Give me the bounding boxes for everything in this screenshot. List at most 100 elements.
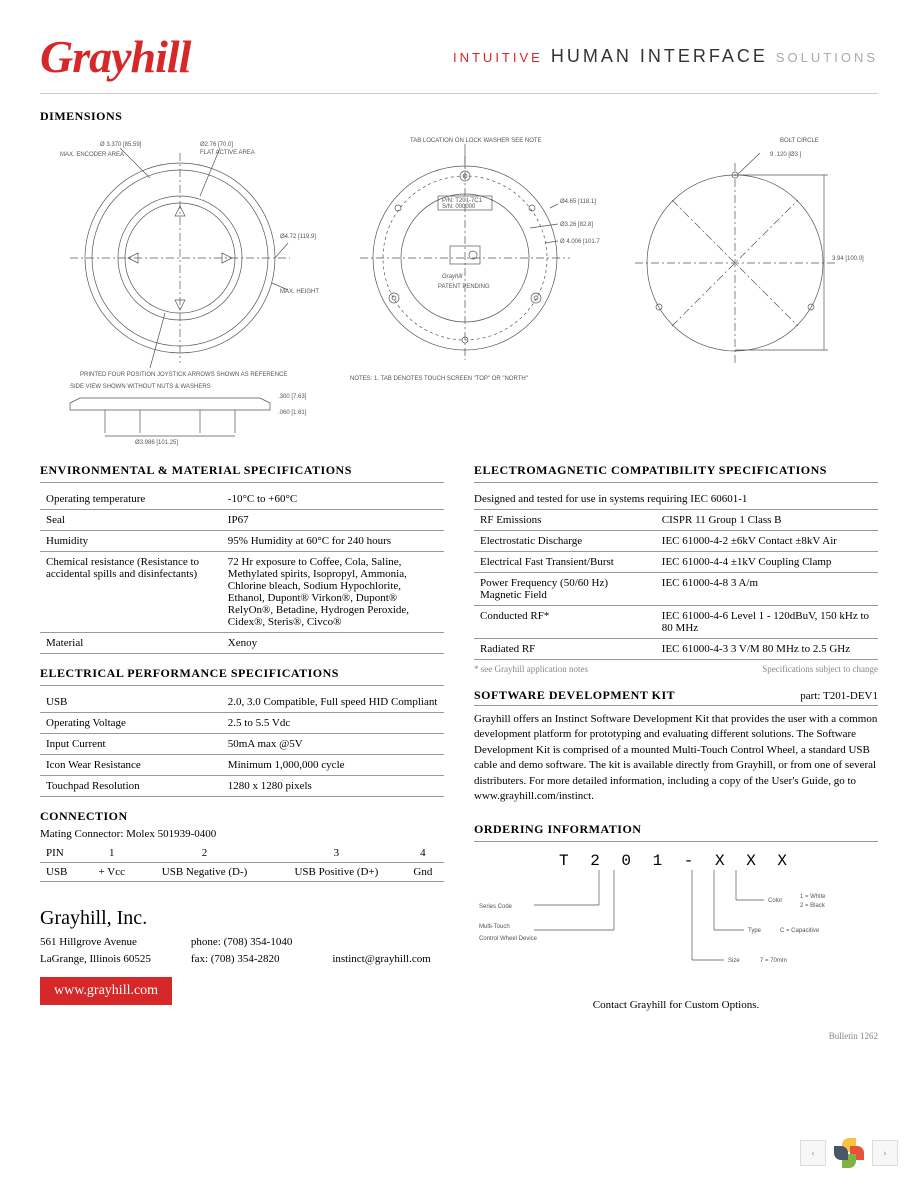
label-max-encoder: MAX. ENCODER AREA: [60, 152, 124, 158]
pin-1: 1: [86, 844, 138, 863]
label-max-height: MAX. HEIGHT .180 [4.60]: [280, 289, 320, 295]
pin-header: PIN: [40, 844, 86, 863]
elec-v-1: 2.5 to 5.5 Vdc: [222, 713, 444, 734]
env-k-0: Operating temperature: [40, 489, 222, 510]
elec-v-0: 2.0, 3.0 Compatible, Full speed HID Comp…: [222, 692, 444, 713]
addr-2: LaGrange, Illinois 60525: [40, 951, 151, 968]
chevron-left-icon: ‹: [811, 1147, 815, 1159]
label-dia-4006: Ø 4.006 [101.756]: [560, 239, 600, 245]
ordering-part-template: T 2 0 1 - X X X: [474, 852, 878, 870]
elec-k-4: Touchpad Resolution: [40, 776, 222, 797]
nav-corner: ‹ ›: [800, 1138, 898, 1168]
elec-k-0: USB: [40, 692, 222, 713]
ord-color-opts: 1 = White: [800, 894, 826, 900]
pinwheel-icon[interactable]: [834, 1138, 864, 1168]
label-bolt-circle: BOLT CIRCLE: [780, 138, 819, 144]
ordering-contact: Contact Grayhill for Custom Options.: [474, 999, 878, 1011]
env-v-1: IP67: [222, 510, 444, 531]
usb-header: USB: [40, 863, 86, 882]
sdk-body: Grayhill offers an Instinct Software Dev…: [474, 712, 878, 804]
bulletin: Bulletin 1262: [474, 1031, 878, 1041]
logo-small: Grayhill: [442, 274, 463, 280]
label-flat-active: FLAT ACTIVE AREA: [200, 150, 255, 156]
emc-foot-left: * see Grayhill application notes: [474, 664, 588, 674]
chevron-right-icon: ›: [883, 1147, 887, 1159]
nav-prev-button[interactable]: ‹: [800, 1140, 826, 1166]
ord-type-opts: C = Capacitive: [780, 928, 820, 934]
ord-type: Type: [748, 928, 762, 934]
left-column: ENVIRONMENTAL & MATERIAL SPECIFICATIONS …: [40, 451, 444, 1041]
ord-series: Series Code: [479, 904, 513, 910]
ord-size-opts: 7 = 70mm: [760, 958, 787, 964]
ordering-tree-diagram: Series Code Multi-Touch Control Wheel De…: [474, 870, 854, 990]
pin-table: PIN 1 2 3 4 USB + Vcc USB Negative (D-) …: [40, 844, 444, 882]
front-view-drawing: Ø 3.370 [85.59] MAX. ENCODER AREA Ø2.76 …: [40, 128, 320, 388]
back-view-drawing: P/N: T201-7C1 S/N: 000000 Grayhill PATEN…: [330, 128, 600, 388]
label-dia-2762: Ø2.76 [70.0]: [200, 142, 233, 148]
company-name: Grayhill, Inc.: [40, 907, 444, 930]
emc-v-4: IEC 61000-4-6 Level 1 - 120dBuV, 150 kHz…: [656, 606, 878, 639]
env-v-4: Xenoy: [222, 633, 444, 654]
elec-k-2: Input Current: [40, 734, 222, 755]
env-spec-table: Operating temperature-10°C to +60°C Seal…: [40, 489, 444, 654]
elec-v-2: 50mA max @5V: [222, 734, 444, 755]
pin-3: 3: [271, 844, 402, 863]
sig-3: USB Positive (D+): [271, 863, 402, 882]
tagline-word-2: HUMAN INTERFACE: [551, 46, 768, 66]
env-k-3: Chemical resistance (Resistance to accid…: [40, 552, 222, 633]
phone: phone: (708) 354-1040: [191, 934, 292, 951]
emc-title: ELECTROMAGNETIC COMPATIBILITY SPECIFICAT…: [474, 463, 878, 478]
emc-v-0: CISPR 11 Group 1 Class B: [656, 510, 878, 531]
page-header: Grayhill INTUITIVE HUMAN INTERFACE SOLUT…: [40, 30, 878, 94]
label-prof-060: .060 [1.61]: [278, 410, 307, 416]
label-notes: NOTES: 1. TAB DENOTES TOUCH SCREEN "TOP"…: [350, 376, 528, 382]
elec-title: ELECTRICAL PERFORMANCE SPECIFICATIONS: [40, 666, 444, 681]
tagline: INTUITIVE HUMAN INTERFACE SOLUTIONS: [453, 46, 878, 67]
elec-k-1: Operating Voltage: [40, 713, 222, 734]
label-tab-location: TAB LOCATION ON LOCK WASHER SEE NOTE: [410, 138, 542, 144]
env-k-1: Seal: [40, 510, 222, 531]
company-footer: Grayhill, Inc. 561 Hillgrove Avenue LaGr…: [40, 907, 444, 1005]
env-k-4: Material: [40, 633, 222, 654]
label-prof-dia: Ø3.986 [101.25]: [135, 440, 178, 446]
ord-color: Color: [768, 898, 782, 904]
emc-v-2: IEC 61000-4-4 ±1kV Coupling Clamp: [656, 552, 878, 573]
sig-2: USB Negative (D-): [138, 863, 271, 882]
pin-2: 2: [138, 844, 271, 863]
right-column: ELECTROMAGNETIC COMPATIBILITY SPECIFICAT…: [474, 451, 878, 1041]
ord-size: Size: [728, 958, 740, 964]
dimensions-title: DIMENSIONS: [40, 109, 878, 124]
label-side-view: SIDE VIEW SHOWN WITHOUT NUTS & WASHERS: [70, 384, 211, 390]
bolt-circle-drawing: BOLT CIRCLE 9 .120 [Ø3 ] 3.94 [100.0]: [610, 128, 870, 388]
emc-k-2: Electrical Fast Transient/Burst: [474, 552, 656, 573]
emc-v-3: IEC 61000-4-8 3 A/m: [656, 573, 878, 606]
mating-connector: Mating Connector: Molex 501939-0400: [40, 828, 444, 840]
tagline-word-1: INTUITIVE: [453, 50, 543, 65]
emc-foot-right: Specifications subject to change: [762, 664, 878, 674]
sig-4: Gnd: [402, 863, 444, 882]
emc-table: RF EmissionsCISPR 11 Group 1 Class B Ele…: [474, 510, 878, 660]
ord-device-1: Multi-Touch: [479, 924, 510, 930]
pin-4: 4: [402, 844, 444, 863]
elec-v-3: Minimum 1,000,000 cycle: [222, 755, 444, 776]
dimension-drawings: Ø 3.370 [85.59] MAX. ENCODER AREA Ø2.76 …: [40, 128, 878, 388]
ordering-title: ORDERING INFORMATION: [474, 822, 878, 837]
nav-next-button[interactable]: ›: [872, 1140, 898, 1166]
addr-1: 561 Hillgrove Avenue: [40, 934, 151, 951]
emc-v-1: IEC 61000-4-2 ±6kV Contact ±8kV Air: [656, 531, 878, 552]
sdk-part: part: T201-DEV1: [800, 690, 878, 702]
env-v-3: 72 Hr exposure to Coffee, Cola, Saline, …: [222, 552, 444, 633]
fax: fax: (708) 354-2820: [191, 951, 292, 968]
env-k-2: Humidity: [40, 531, 222, 552]
label-dia-326: Ø3.26 [82.8]: [560, 222, 593, 228]
url-bar[interactable]: www.grayhill.com: [40, 977, 172, 1005]
sdk-title: SOFTWARE DEVELOPMENT KIT: [474, 688, 675, 703]
label-sn: S/N: 000000: [442, 204, 476, 210]
label-dia-465: Ø4.65 [118.1]: [560, 199, 596, 205]
label-patent: PATENT PENDING: [438, 284, 490, 290]
env-v-2: 95% Humidity at 60°C for 240 hours: [222, 531, 444, 552]
side-profile-drawing: SIDE VIEW SHOWN WITHOUT NUTS & WASHERS .…: [40, 378, 320, 448]
emc-k-4: Conducted RF*: [474, 606, 656, 639]
label-bolt-394: 3.94 [100.0]: [832, 256, 864, 262]
emc-designed: Designed and tested for use in systems r…: [474, 489, 878, 510]
